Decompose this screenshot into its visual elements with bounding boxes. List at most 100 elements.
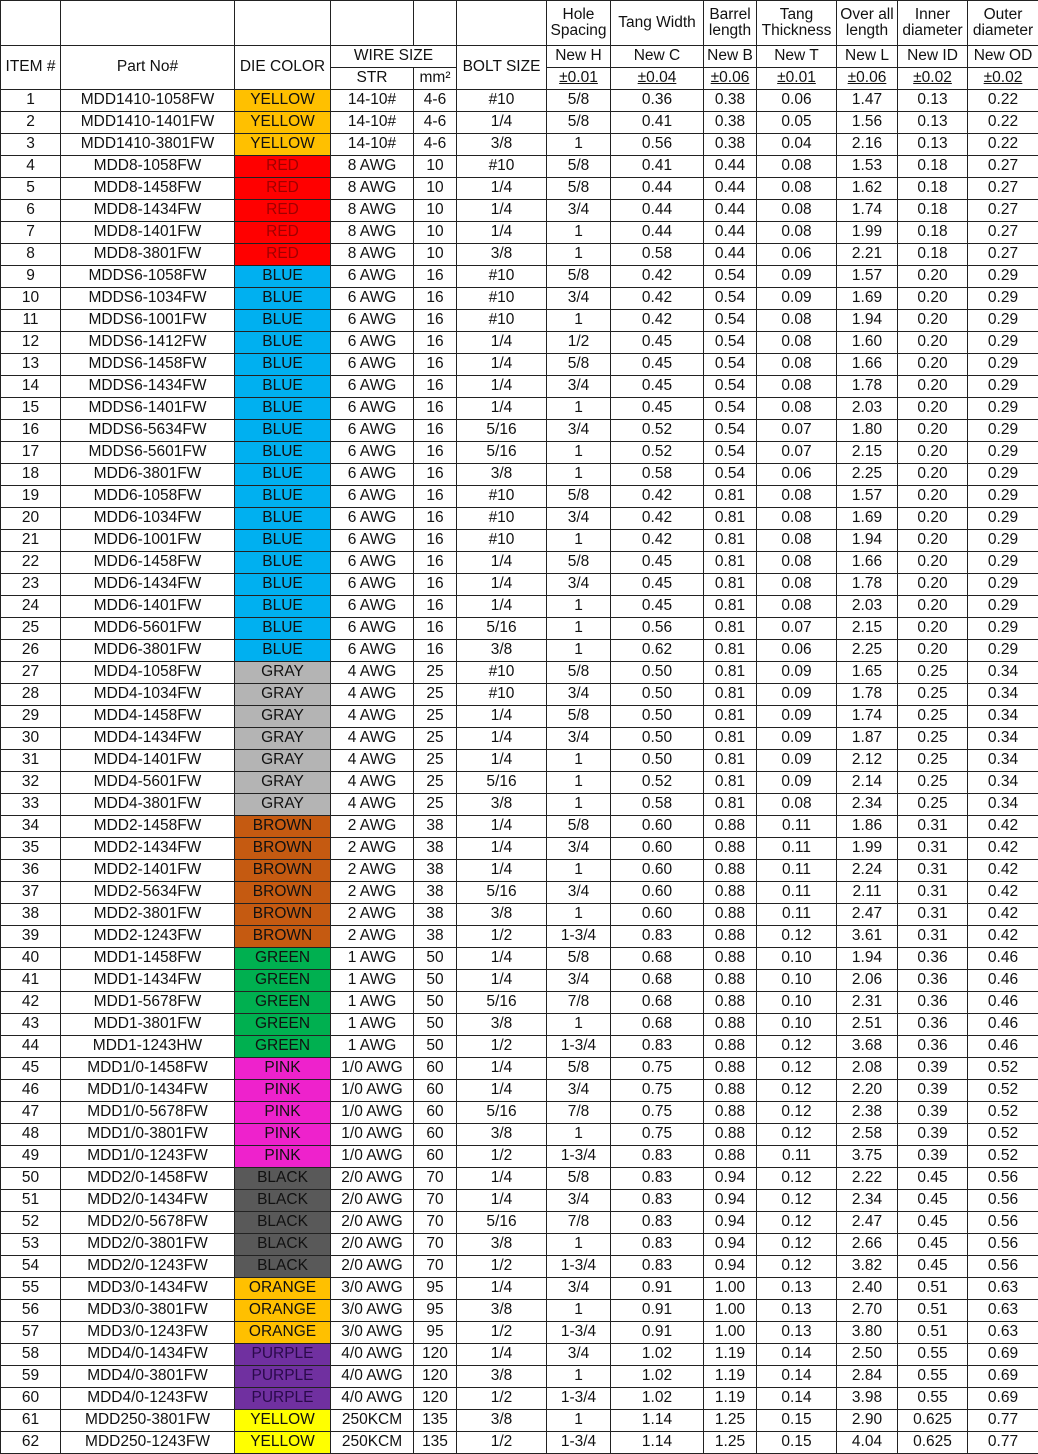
new-c: 1.02 <box>611 1388 704 1410</box>
wire-str: 2 AWG <box>331 816 414 838</box>
new-c: 0.42 <box>611 266 704 288</box>
new-l: 1.78 <box>837 684 898 706</box>
wire-str: 4 AWG <box>331 728 414 750</box>
new-t: 0.11 <box>757 1146 837 1168</box>
item-number: 50 <box>1 1168 61 1190</box>
item-number: 39 <box>1 926 61 948</box>
new-h: 1 <box>547 794 611 816</box>
die-color: GRAY <box>235 728 331 750</box>
new-b: 1.25 <box>704 1410 757 1432</box>
new-l: 1.80 <box>837 420 898 442</box>
die-color: GRAY <box>235 750 331 772</box>
wire-str: 8 AWG <box>331 222 414 244</box>
new-t: 0.14 <box>757 1366 837 1388</box>
new-id: 0.20 <box>898 420 968 442</box>
new-id: 0.20 <box>898 464 968 486</box>
new-l: 2.84 <box>837 1366 898 1388</box>
wire-mm2: 70 <box>414 1256 457 1278</box>
new-b: 0.81 <box>704 772 757 794</box>
new-l: 2.08 <box>837 1058 898 1080</box>
item-number: 19 <box>1 486 61 508</box>
new-c: 0.52 <box>611 420 704 442</box>
new-t: 0.12 <box>757 1102 837 1124</box>
new-h: 3/4 <box>547 882 611 904</box>
new-c: 1.14 <box>611 1410 704 1432</box>
die-color: BROWN <box>235 816 331 838</box>
part-number: MDDS6-1401FW <box>61 398 235 420</box>
new-c: 0.68 <box>611 992 704 1014</box>
wire-str: 1 AWG <box>331 992 414 1014</box>
new-od: 0.29 <box>968 310 1038 332</box>
new-b: 0.94 <box>704 1168 757 1190</box>
new-id: 0.18 <box>898 178 968 200</box>
new-od: 0.56 <box>968 1190 1038 1212</box>
bolt-size: 5/16 <box>457 1212 547 1234</box>
new-l: 2.24 <box>837 860 898 882</box>
wire-str: 8 AWG <box>331 178 414 200</box>
new-c: 0.83 <box>611 1190 704 1212</box>
item-number: 1 <box>1 90 61 112</box>
wire-mm2: 38 <box>414 904 457 926</box>
wire-mm2: 10 <box>414 222 457 244</box>
wire-str: 6 AWG <box>331 530 414 552</box>
bolt-size: 5/16 <box>457 618 547 640</box>
wire-str: 250KCM <box>331 1410 414 1432</box>
wire-mm2: 16 <box>414 596 457 618</box>
wire-str: 4 AWG <box>331 662 414 684</box>
wire-str: 3/0 AWG <box>331 1300 414 1322</box>
wire-mm2: 25 <box>414 772 457 794</box>
new-id: 0.18 <box>898 244 968 266</box>
item-number: 6 <box>1 200 61 222</box>
new-od: 0.56 <box>968 1212 1038 1234</box>
new-od: 0.34 <box>968 706 1038 728</box>
new-l: 1.65 <box>837 662 898 684</box>
die-color: BLUE <box>235 640 331 662</box>
part-number: MDD4-3801FW <box>61 794 235 816</box>
wire-mm2: 16 <box>414 574 457 596</box>
part-number: MDD4-1458FW <box>61 706 235 728</box>
new-b: 1.19 <box>704 1344 757 1366</box>
new-h: 1 <box>547 618 611 640</box>
wire-mm2: 25 <box>414 794 457 816</box>
new-h: 3/4 <box>547 574 611 596</box>
wire-mm2: 38 <box>414 882 457 904</box>
wire-str: 4 AWG <box>331 750 414 772</box>
new-l: 2.06 <box>837 970 898 992</box>
new-c: 0.45 <box>611 552 704 574</box>
wire-str: 4/0 AWG <box>331 1388 414 1410</box>
die-color: GRAY <box>235 684 331 706</box>
new-l: 2.47 <box>837 904 898 926</box>
part-number: MDD4-1401FW <box>61 750 235 772</box>
wire-str: 2/0 AWG <box>331 1212 414 1234</box>
new-c: 0.41 <box>611 112 704 134</box>
wire-mm2: 60 <box>414 1146 457 1168</box>
new-b: 0.88 <box>704 1014 757 1036</box>
new-t: 0.09 <box>757 266 837 288</box>
item-number: 49 <box>1 1146 61 1168</box>
wire-mm2: 120 <box>414 1388 457 1410</box>
die-color: BLUE <box>235 398 331 420</box>
new-od: 0.52 <box>968 1058 1038 1080</box>
wire-str: 6 AWG <box>331 266 414 288</box>
item-number: 12 <box>1 332 61 354</box>
new-h: 5/8 <box>547 662 611 684</box>
blank-header <box>235 1 331 46</box>
new-h: 1 <box>547 530 611 552</box>
new-h: 1-3/4 <box>547 1322 611 1344</box>
dim-title-header: Barrel length <box>704 1 757 46</box>
dim-title-header: Tang Width <box>611 1 704 46</box>
wire-mm2: 16 <box>414 266 457 288</box>
bolt-size: 1/4 <box>457 750 547 772</box>
new-t: 0.08 <box>757 574 837 596</box>
new-c: 1.02 <box>611 1344 704 1366</box>
new-c: 0.45 <box>611 596 704 618</box>
part-number: MDD6-3801FW <box>61 640 235 662</box>
new-od: 0.42 <box>968 882 1038 904</box>
dim-tolerance: ±0.06 <box>704 68 757 90</box>
new-t: 0.08 <box>757 486 837 508</box>
die-color: PINK <box>235 1102 331 1124</box>
item-number: 62 <box>1 1432 61 1454</box>
bolt-size: 1/4 <box>457 178 547 200</box>
